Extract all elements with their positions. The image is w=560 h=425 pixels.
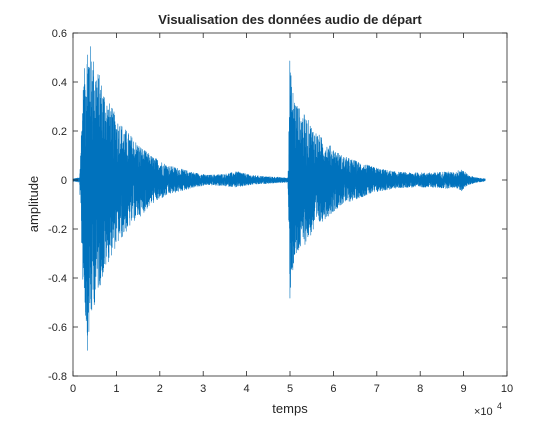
y-tick-label: 0.2 [52, 126, 67, 138]
y-tick-label: 0.4 [52, 77, 67, 89]
y-tick-label: -0.8 [48, 371, 67, 383]
x-tick-label: 3 [200, 383, 206, 395]
waveform-layer [72, 46, 486, 351]
x-axis-label: temps [272, 401, 308, 416]
x-tick-label: 7 [374, 383, 380, 395]
x-exponent-power: 4 [497, 401, 502, 411]
x-ticks: 0 1 2 3 4 5 6 7 8 9 10 [70, 33, 513, 395]
x-tick-label: 2 [157, 383, 163, 395]
plot-area-frame [72, 32, 508, 377]
y-tick-label: -0.2 [48, 224, 67, 236]
y-tick-label: -0.6 [48, 322, 67, 334]
audio-signal-line [72, 46, 486, 351]
y-ticks: -0.8 -0.6 -0.4 -0.2 0 0.2 0.4 0.6 [48, 28, 507, 383]
x-tick-label: 0 [70, 383, 76, 395]
x-tick-label: 9 [461, 383, 467, 395]
x-tick-label: 10 [501, 383, 513, 395]
x-exponent-multiplier: ×10 [474, 406, 493, 418]
y-tick-label: 0 [61, 175, 67, 187]
x-tick-label: 1 [113, 383, 119, 395]
x-tick-label: 8 [417, 383, 423, 395]
y-tick-label: 0.6 [52, 28, 67, 40]
x-tick-label: 4 [244, 383, 250, 395]
x-tick-label: 5 [287, 383, 293, 395]
y-axis-label: amplitude [26, 176, 41, 232]
y-tick-label: -0.4 [48, 273, 67, 285]
chart-title: Visualisation des données audio de dépar… [158, 12, 422, 27]
x-tick-label: 6 [330, 383, 336, 395]
